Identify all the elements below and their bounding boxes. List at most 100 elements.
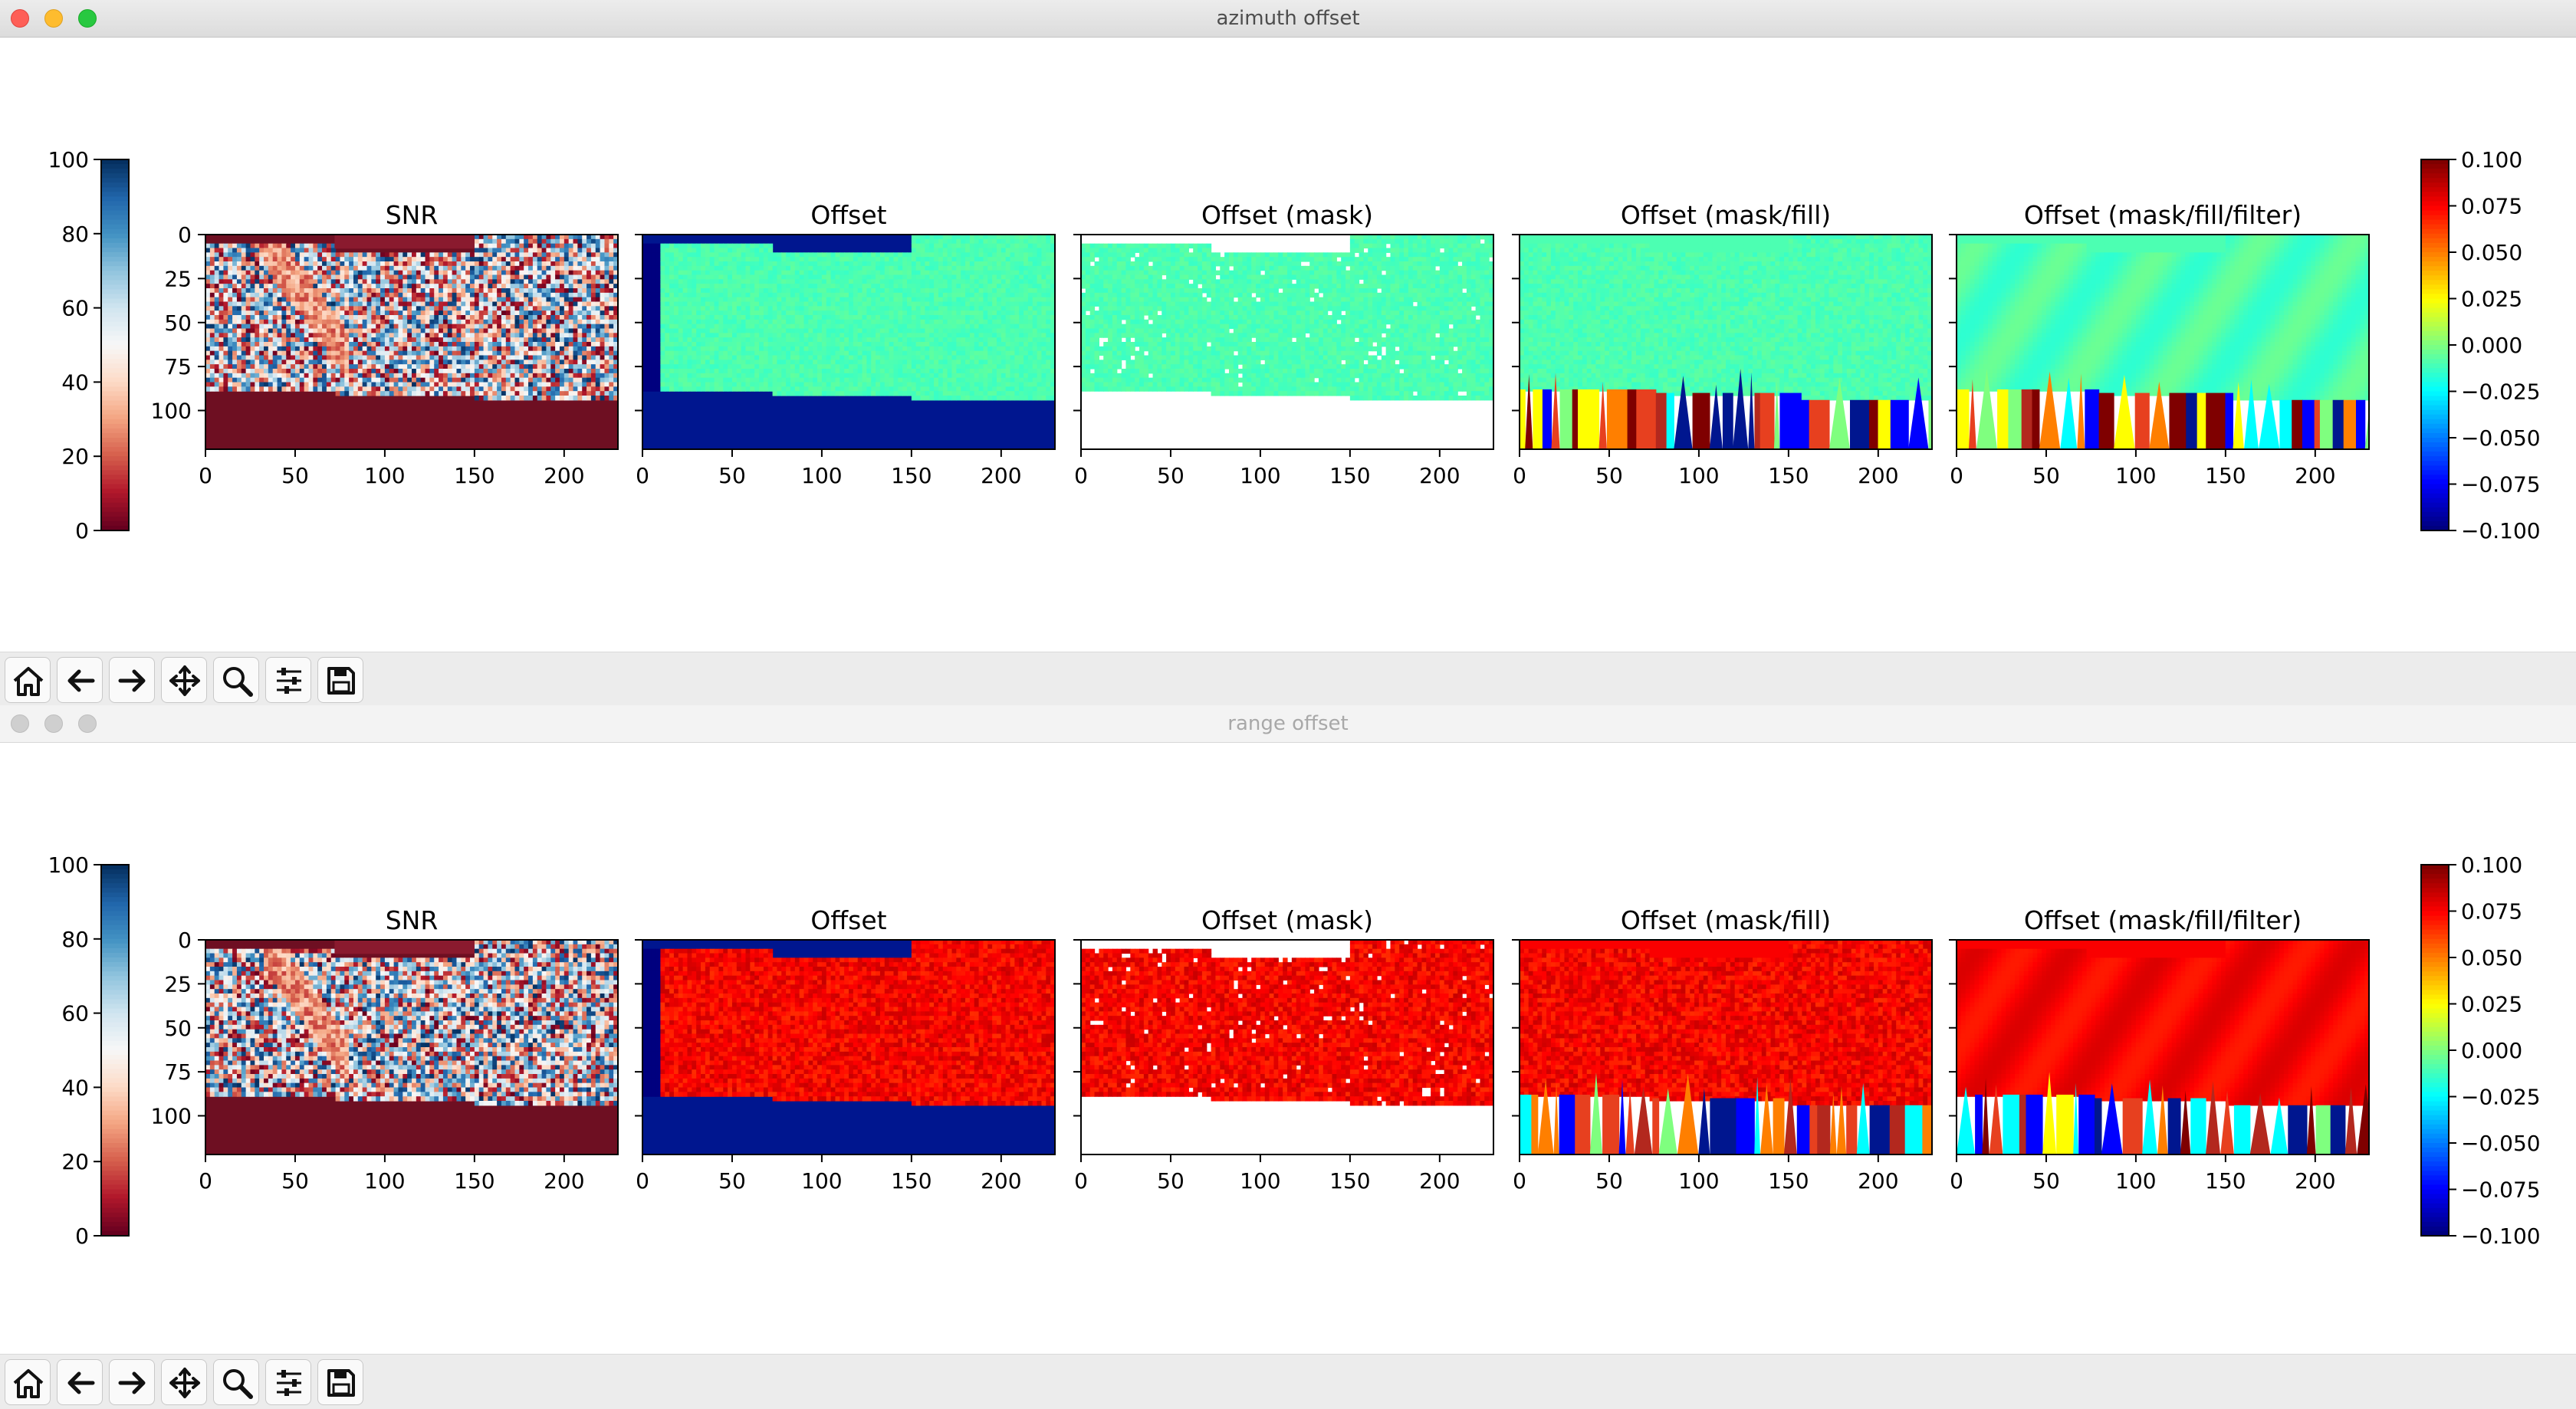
window-titlebar[interactable]: azimuth offset (0, 0, 2576, 38)
colorbar: 0.100 0.075 0.050 0.025 0.000 −0.025 −0.050 −0.… (2420, 852, 2541, 1249)
home-icon (13, 667, 44, 696)
subplot-title: Offset (mask/fill/filter) (2024, 200, 2302, 230)
colorbar-tick-label: 100 (48, 147, 89, 172)
zoom-button[interactable] (213, 657, 259, 703)
subplot-title: Offset (810, 200, 886, 230)
configure-subplots-button[interactable] (265, 657, 311, 703)
subplot-fill: Offset (mask/fill) 0 50 100 150 200 (1512, 200, 1933, 488)
x-tick-label: 0 (1513, 1168, 1526, 1194)
x-tick-label: 200 (981, 463, 1021, 488)
subplot-snr: SNR 0 50 100 150 200 0 25 50 75 100 (151, 905, 619, 1194)
x-tick-label: 100 (801, 1168, 842, 1194)
colorbar-tick-label: −0.050 (2461, 1131, 2541, 1156)
navigation-toolbar (0, 652, 2576, 705)
colorbar-tick-label: −0.075 (2461, 472, 2541, 498)
navigation-toolbar (0, 1354, 2576, 1409)
subplot-mask: Offset (mask) 0 50 100 150 200 (1073, 200, 1494, 488)
forward-button[interactable] (109, 657, 155, 703)
y-tick-label: 0 (178, 928, 192, 953)
colorbar-tick-label: 80 (61, 222, 89, 247)
pan-button[interactable] (161, 657, 207, 703)
image-cells (1520, 235, 1932, 449)
x-tick-label: 100 (801, 463, 842, 488)
window-title: azimuth offset (0, 0, 2576, 37)
save-button[interactable] (317, 657, 363, 703)
subplot-offset: Offset 0 50 100 150 200 (635, 905, 1056, 1194)
close-window-button[interactable] (11, 714, 29, 733)
x-tick-label: 200 (2295, 1168, 2335, 1194)
figure-canvas[interactable]: 100 80 60 40 20 0 0.100 0.075 0.050 0.025 0.000 −0.… (0, 37, 2576, 653)
x-tick-label: 100 (1240, 1168, 1280, 1194)
move-icon (169, 1368, 200, 1398)
home-button[interactable] (5, 657, 51, 703)
forward-button[interactable] (109, 1359, 155, 1405)
x-tick-label: 150 (454, 463, 495, 488)
save-button[interactable] (317, 1359, 363, 1405)
colorbar-tick-label: 0 (75, 518, 89, 544)
colorbar-tick-label: 80 (61, 927, 89, 952)
x-tick-label: 0 (199, 463, 212, 488)
x-tick-label: 50 (1595, 463, 1623, 488)
x-tick-label: 150 (891, 463, 932, 488)
home-button[interactable] (5, 1359, 51, 1405)
subplot-snr: SNR 0 50 100 150 200 0 25 50 75 100 (151, 200, 619, 488)
range-offset-window: range offset 100 80 60 40 20 0 0.100 0.075 0.050… (0, 705, 2576, 1409)
figure-plot-area[interactable]: 1008060402000.1000.0750.0500.0250.000−0.… (0, 37, 2576, 650)
colorbar-tick-label: −0.050 (2461, 425, 2541, 451)
zoom-button[interactable] (213, 1359, 259, 1405)
image-cells (1081, 940, 1493, 1154)
x-tick-label: 150 (1768, 463, 1809, 488)
colorbar-tick-label: 40 (61, 369, 89, 395)
subplot-title: Offset (810, 905, 886, 935)
axes-frame (642, 939, 1056, 1155)
minimize-window-button[interactable] (44, 9, 63, 28)
figure-canvas[interactable]: 100 80 60 40 20 0 0.100 0.075 0.050 0.025 0.000 −0.… (0, 742, 2576, 1358)
home-icon (13, 1369, 44, 1398)
colorbar-tick-label: 0.050 (2461, 240, 2522, 265)
x-tick-label: 50 (281, 463, 309, 488)
x-tick-label: 50 (2032, 463, 2060, 488)
x-tick-label: 50 (281, 1168, 309, 1194)
maximize-window-button[interactable] (78, 714, 97, 733)
x-tick-label: 50 (1595, 1168, 1623, 1194)
axes-frame (1080, 939, 1494, 1155)
colorbar-tick-label: 0.100 (2461, 852, 2522, 878)
figure-plot-area[interactable]: 1008060402000.1000.0750.0500.0250.000−0.… (0, 742, 2576, 1355)
arrow-left-icon (67, 1371, 95, 1394)
x-tick-label: 150 (1329, 1168, 1370, 1194)
y-tick-label: 25 (164, 971, 192, 997)
colorbar-tick-label: −0.100 (2461, 1223, 2541, 1249)
y-tick-label: 100 (151, 399, 192, 424)
axes-frame (1519, 234, 1933, 450)
configure-subplots-button[interactable] (265, 1359, 311, 1405)
x-tick-label: 200 (1419, 1168, 1460, 1194)
close-window-button[interactable] (11, 9, 29, 28)
window-titlebar[interactable]: range offset (0, 705, 2576, 743)
maximize-window-button[interactable] (78, 9, 97, 28)
axes-frame (205, 939, 619, 1155)
subplot-title: Offset (mask) (1201, 905, 1373, 935)
subplot-offset: Offset 0 50 100 150 200 (635, 200, 1056, 488)
sliders-icon (277, 668, 301, 694)
colorbar-tick-label: 60 (61, 296, 89, 321)
x-tick-label: 0 (1950, 463, 1963, 488)
x-tick-label: 50 (1157, 1168, 1184, 1194)
axes-frame (205, 234, 619, 450)
back-button[interactable] (57, 657, 103, 703)
sliders-icon (277, 1370, 301, 1396)
axes-frame (1956, 234, 2370, 450)
floppy-disk-icon (327, 667, 355, 695)
x-tick-label: 150 (2205, 1168, 2246, 1194)
colorbar-tick-label: 0.100 (2461, 147, 2522, 172)
x-tick-label: 150 (454, 1168, 495, 1194)
back-button[interactable] (57, 1359, 103, 1405)
subplot-filter: Offset (mask/fill/filter) 0 50 100 150 200 (1949, 905, 2370, 1194)
x-tick-label: 50 (718, 1168, 746, 1194)
x-tick-label: 0 (1074, 463, 1088, 488)
pan-button[interactable] (161, 1359, 207, 1405)
minimize-window-button[interactable] (44, 714, 63, 733)
subplot-title: Offset (mask/fill) (1621, 905, 1831, 935)
x-tick-label: 200 (1419, 463, 1460, 488)
colorbar-tick-label: 0.050 (2461, 945, 2522, 971)
x-tick-label: 100 (1240, 463, 1280, 488)
